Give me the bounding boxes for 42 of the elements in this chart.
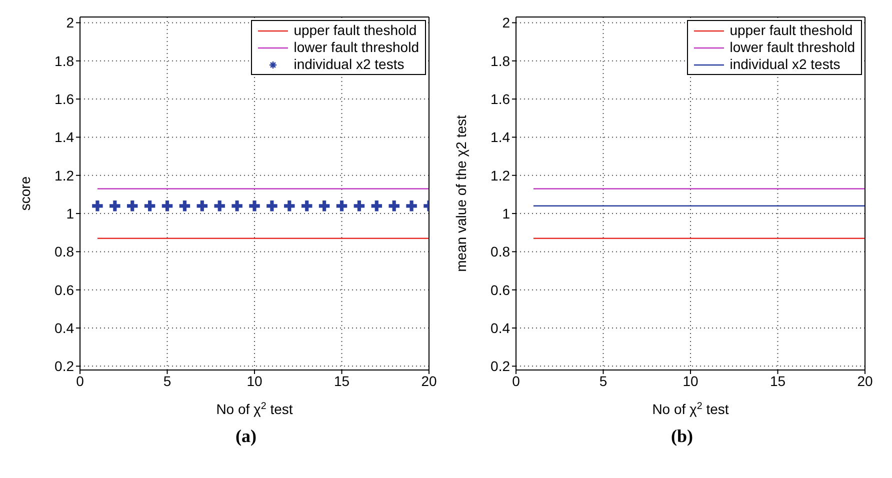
y-tick-label: 1 xyxy=(66,206,74,222)
legend-label: upper fault theshold xyxy=(294,22,417,39)
x-tick-label: 10 xyxy=(682,372,698,389)
legend-label: lower fault threshold xyxy=(294,39,419,56)
x-tick-label: 20 xyxy=(857,372,873,389)
y-tick-label: 1.8 xyxy=(490,52,510,69)
y-tick-label: 0.8 xyxy=(490,244,510,260)
y-tick-label: 0.6 xyxy=(54,282,74,298)
legend-label: lower fault threshold xyxy=(730,39,855,56)
y-tick-label: 1.4 xyxy=(54,129,74,146)
y-tick-label: 1.8 xyxy=(54,52,74,69)
legend-label: upper fault theshold xyxy=(730,22,853,39)
x-tick-label: 15 xyxy=(334,372,350,389)
x-tick-label: 5 xyxy=(599,372,608,389)
y-tick-label: 0.2 xyxy=(490,358,510,374)
text: (a) xyxy=(236,426,256,446)
x-tick-label: 10 xyxy=(246,372,262,389)
y-tick-label: 0.8 xyxy=(54,244,74,260)
y-tick-label: 2 xyxy=(502,14,510,31)
y-tick-label: 1.2 xyxy=(490,167,510,184)
y-axis-title: mean value of the χ2 test xyxy=(453,115,469,272)
text: (b) xyxy=(671,426,693,446)
x-tick-label: 20 xyxy=(421,372,437,389)
y-tick-label: 1 xyxy=(502,206,510,222)
x-tick-label: 0 xyxy=(512,372,520,389)
y-axis-title: score xyxy=(17,176,33,211)
y-tick-label: 0.4 xyxy=(490,320,510,336)
y-tick-label: 1.6 xyxy=(490,91,510,108)
x-tick-label: 0 xyxy=(76,372,84,389)
y-tick-label: 1.6 xyxy=(54,91,74,108)
x-axis-title: No of χ$^{2}$ test xyxy=(652,400,729,417)
y-tick-label: 1.4 xyxy=(490,129,510,146)
x-tick-label: 15 xyxy=(770,372,786,389)
y-tick-label: 0.4 xyxy=(54,320,74,336)
legend-label: individual x2 tests xyxy=(730,56,840,73)
x-tick-label: 5 xyxy=(163,372,172,389)
y-tick-label: 0.2 xyxy=(54,358,74,374)
y-tick-label: 0.6 xyxy=(490,282,510,298)
y-tick-label: 2 xyxy=(66,14,74,31)
x-axis-title: No of χ$^{2}$ test xyxy=(216,400,293,417)
y-tick-label: 1.2 xyxy=(54,167,74,184)
legend-label: individual x2 tests xyxy=(294,56,404,73)
